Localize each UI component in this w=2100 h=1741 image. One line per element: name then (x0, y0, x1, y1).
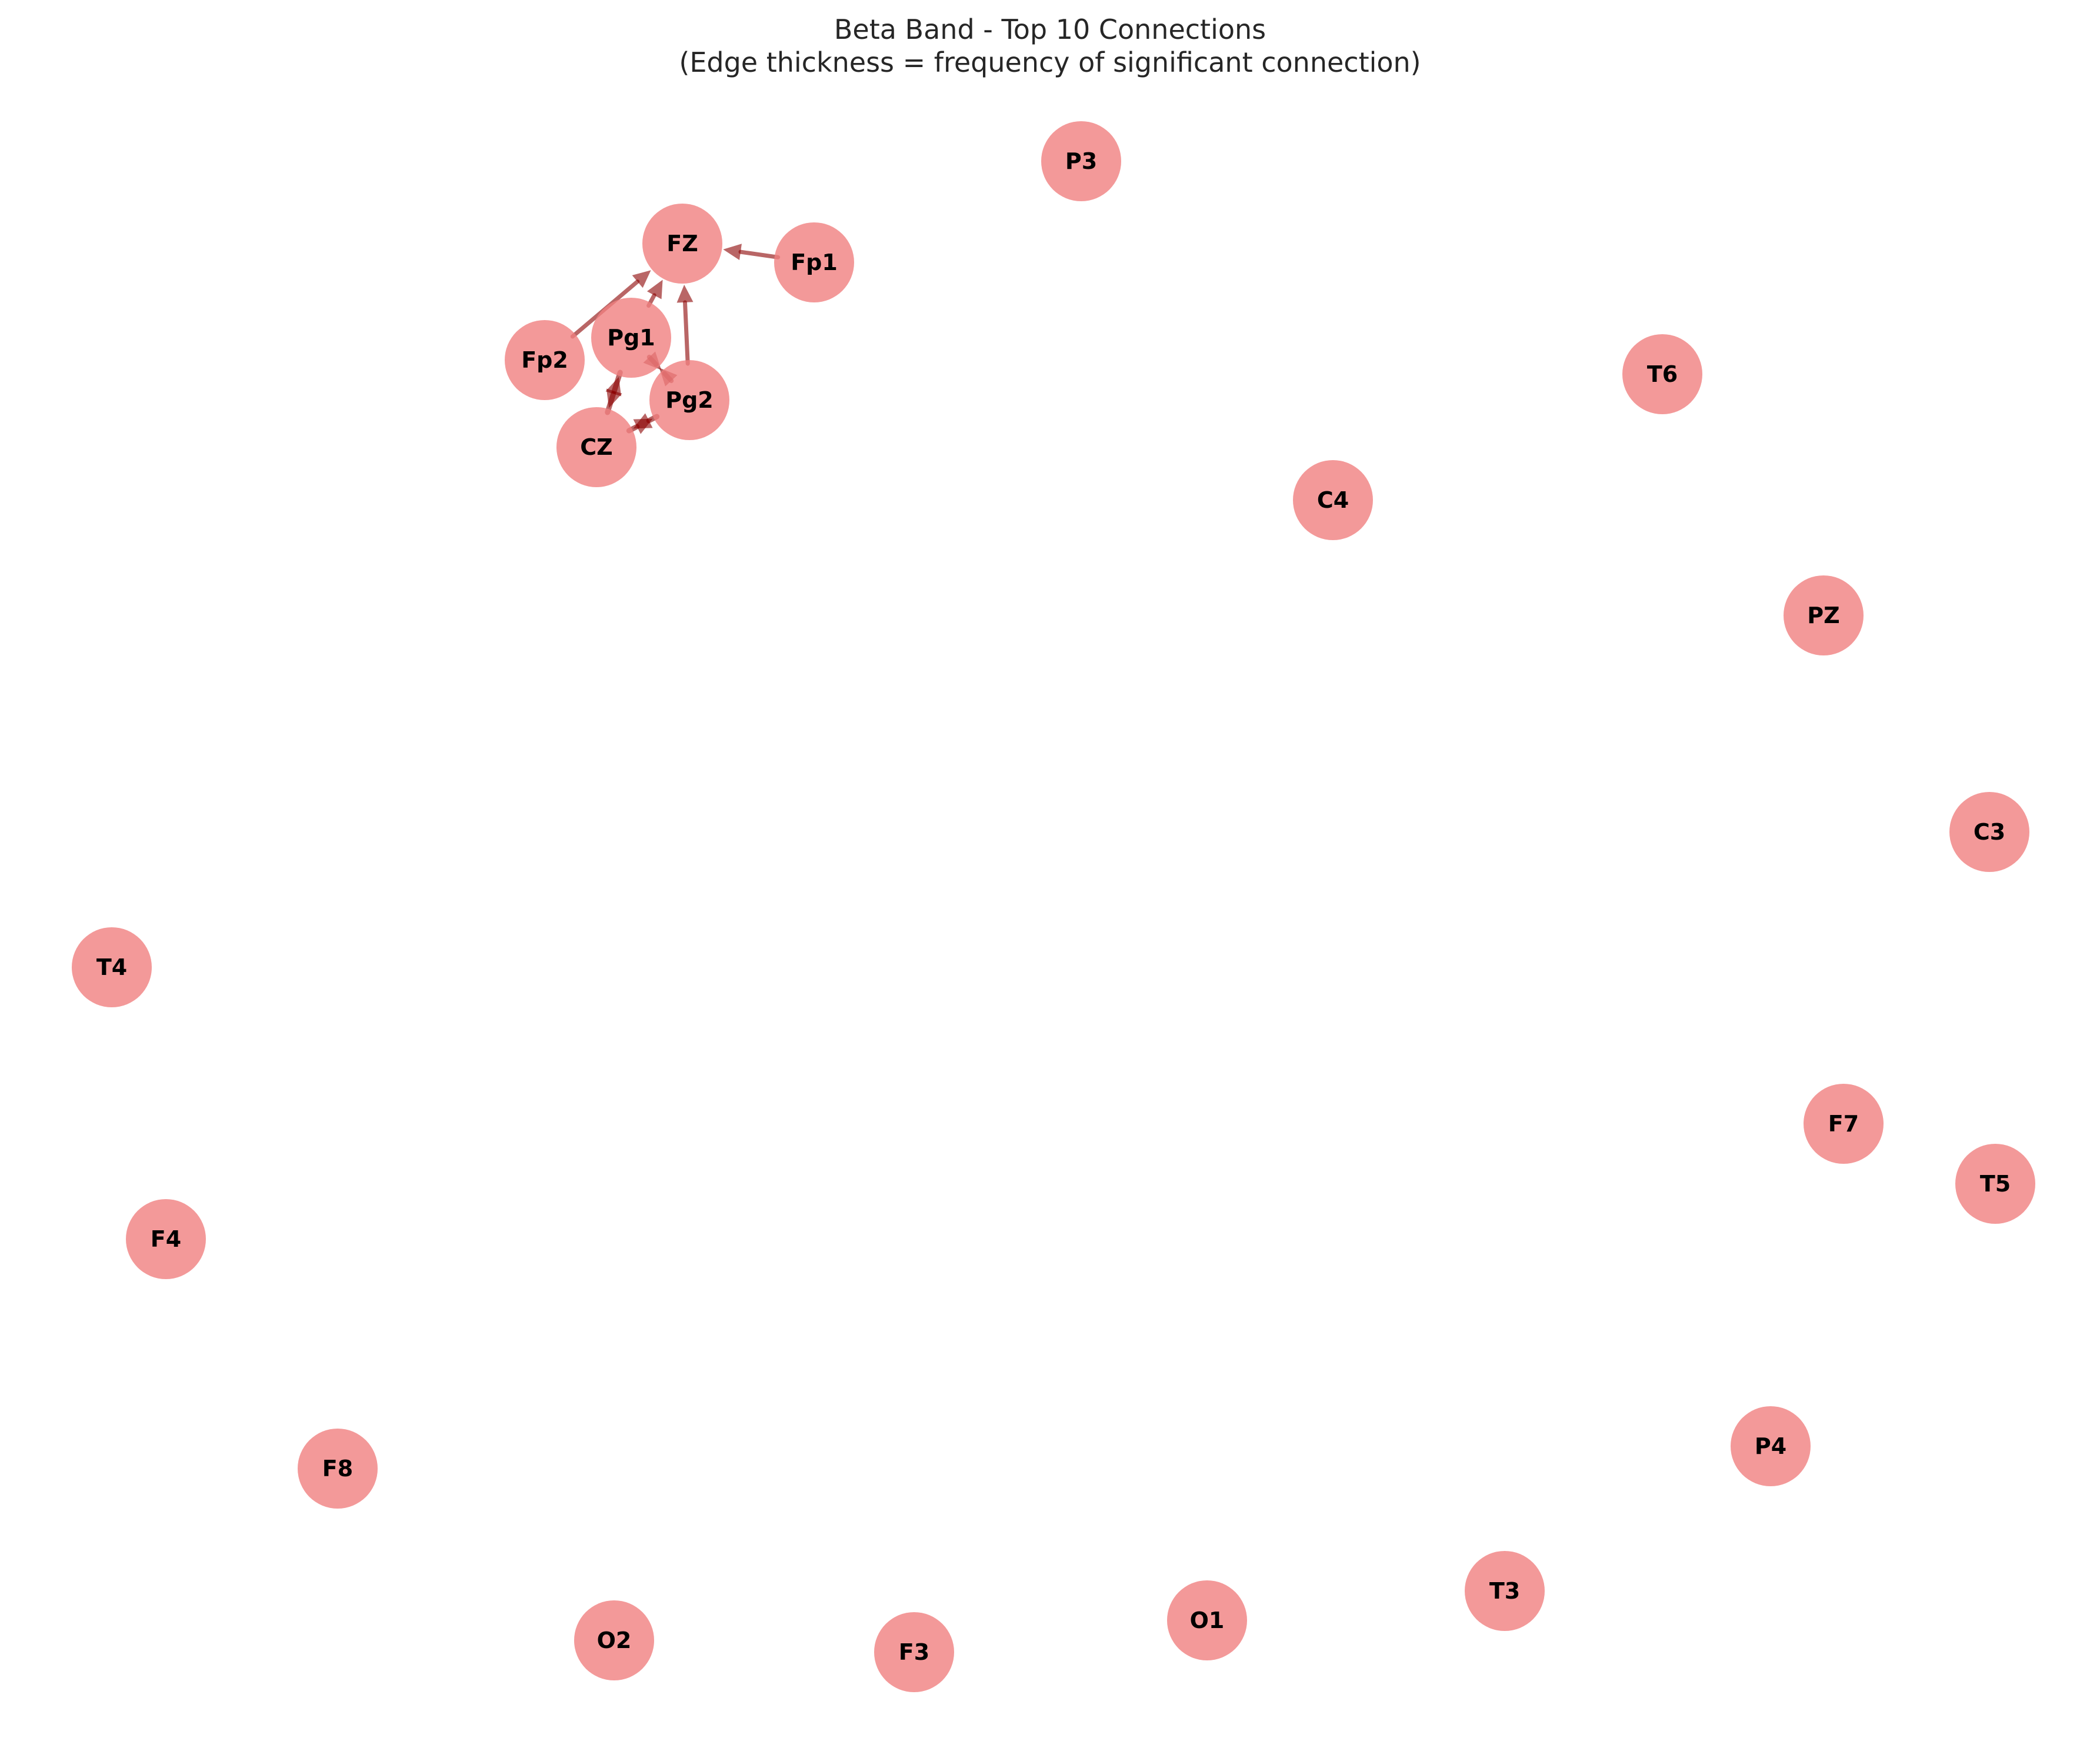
node-label: T3 (1489, 1578, 1520, 1604)
node-pg2: Pg2 (649, 360, 729, 440)
node-label: F4 (151, 1226, 181, 1252)
node-label: F8 (322, 1456, 353, 1482)
node-label: T6 (1647, 361, 1678, 387)
node-o1: O1 (1167, 1580, 1247, 1660)
node-f7: F7 (1804, 1084, 1884, 1164)
node-o2: O2 (574, 1600, 654, 1680)
node-t4: T4 (72, 927, 152, 1007)
node-circle (649, 360, 729, 440)
node-circle (1465, 1551, 1545, 1631)
arrowhead-icon (646, 279, 663, 299)
edge-fp1-to-fz (723, 244, 781, 261)
edge-line (683, 300, 690, 366)
node-label: Pg2 (665, 387, 714, 413)
node-fp2: Fp2 (505, 320, 585, 400)
node-cz: CZ (556, 407, 636, 487)
chart-title: Beta Band - Top 10 Connections (834, 14, 1266, 45)
node-c3: C3 (1949, 792, 2029, 872)
nodes-layer: P3 FZ Fp1 Fp2 Pg1 Pg2 CZ T6 C4 PZ C3 T4 F7 T5 F4 F8 P4 T3… (72, 121, 2035, 1692)
arrowhead-icon (723, 244, 742, 261)
node-label: P3 (1065, 148, 1097, 174)
node-circle (1955, 1144, 2035, 1224)
node-label: O1 (1190, 1607, 1225, 1633)
node-circle (72, 927, 152, 1007)
node-label: T4 (96, 954, 127, 980)
chart-subtitle: (Edge thickness = frequency of significa… (679, 46, 1421, 78)
node-fz: FZ (642, 204, 722, 284)
node-circle (298, 1429, 378, 1509)
node-circle (1293, 460, 1373, 540)
node-pg1: Pg1 (591, 298, 671, 378)
node-circle (642, 204, 722, 284)
node-circle (505, 320, 585, 400)
node-circle (126, 1199, 206, 1279)
node-p3: P3 (1041, 121, 1121, 201)
node-p4: P4 (1731, 1406, 1811, 1486)
node-label: Fp1 (791, 249, 838, 275)
node-circle (1804, 1084, 1884, 1164)
node-circle (1949, 792, 2029, 872)
edge-pg1-to-fz (646, 279, 663, 308)
node-circle (874, 1612, 954, 1692)
node-label: C3 (1974, 819, 2005, 845)
node-circle (1622, 334, 1702, 414)
node-t3: T3 (1465, 1551, 1545, 1631)
node-circle (591, 298, 671, 378)
node-label: Fp2 (521, 347, 568, 373)
node-t5: T5 (1955, 1144, 2035, 1224)
node-circle (1731, 1406, 1811, 1486)
node-circle (1784, 575, 1864, 655)
node-label: FZ (666, 231, 698, 257)
node-label: T5 (1980, 1171, 2011, 1197)
node-label: Pg1 (607, 325, 655, 351)
node-circle (574, 1600, 654, 1680)
node-circle (1167, 1580, 1247, 1660)
node-label: C4 (1317, 487, 1349, 513)
node-circle (556, 407, 636, 487)
arrowhead-icon (676, 284, 694, 303)
node-label: F7 (1828, 1111, 1859, 1137)
node-label: P4 (1755, 1433, 1786, 1459)
edge-pg2-to-fz (676, 284, 694, 366)
node-label: CZ (580, 434, 612, 460)
node-c4: C4 (1293, 460, 1373, 540)
node-f8: F8 (298, 1429, 378, 1509)
node-label: F3 (899, 1639, 929, 1665)
node-f3: F3 (874, 1612, 954, 1692)
node-pz: PZ (1784, 575, 1864, 655)
node-t6: T6 (1622, 334, 1702, 414)
edge-line (738, 249, 781, 259)
arrowhead-icon (632, 270, 651, 288)
node-f4: F4 (126, 1199, 206, 1279)
arrowhead-icon (633, 413, 653, 429)
node-circle (1041, 121, 1121, 201)
node-circle (774, 222, 854, 302)
node-label: O2 (597, 1627, 632, 1653)
node-fp1: Fp1 (774, 222, 854, 302)
node-label: PZ (1807, 602, 1839, 628)
arrowhead-icon (606, 388, 622, 408)
